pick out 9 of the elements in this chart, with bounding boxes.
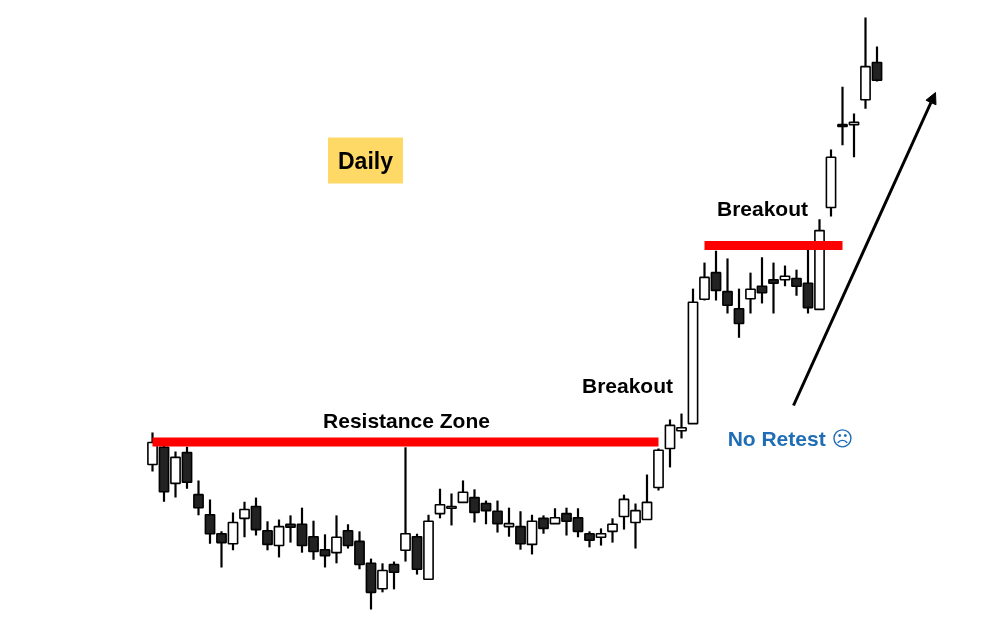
candlestick [607,517,618,544]
annotation: No Retest ☹ [727,427,854,450]
text: Daily [338,147,394,174]
candlestick [722,257,733,315]
annotation: Breakout [581,374,674,397]
candlestick [733,287,745,339]
annotation: Breakout [716,197,809,220]
annotation: Resistance Zone [323,409,490,432]
candlestick [193,479,204,517]
